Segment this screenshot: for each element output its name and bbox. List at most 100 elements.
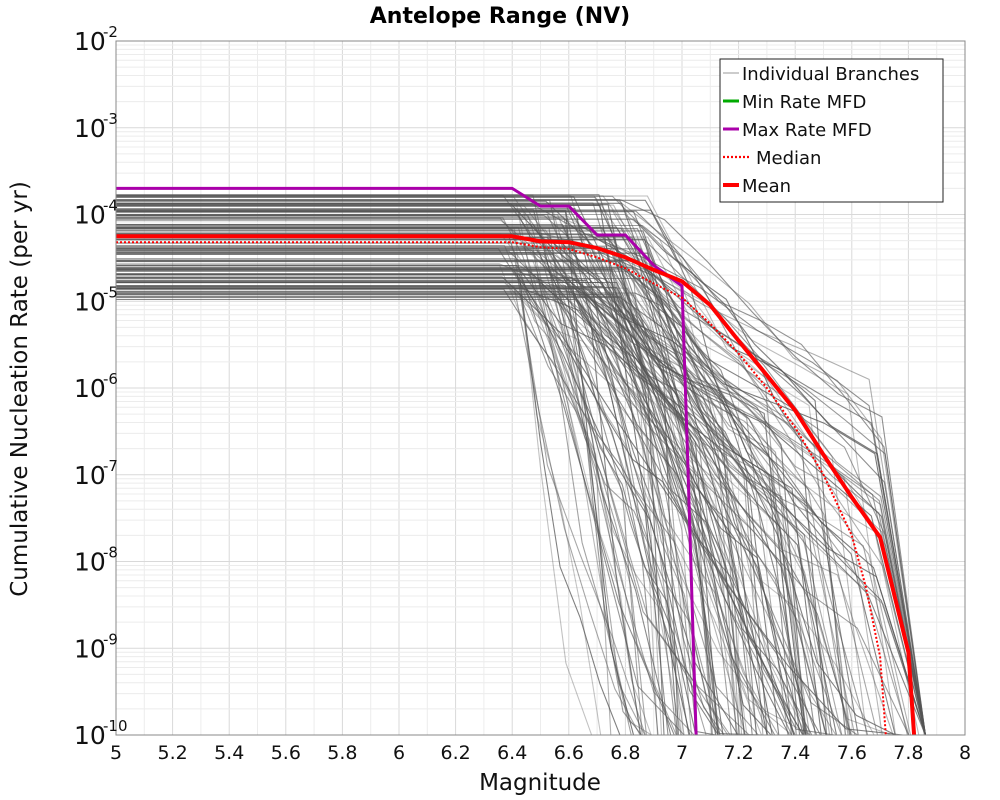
branch-curve bbox=[116, 209, 828, 736]
y-tick-exponent: -8 bbox=[103, 544, 118, 562]
y-tick-base: 10 bbox=[74, 374, 106, 403]
branch-curve bbox=[116, 288, 669, 736]
y-tick-label: 10-6 bbox=[74, 370, 118, 403]
branch-curve bbox=[116, 288, 809, 736]
y-tick-exponent: -7 bbox=[103, 457, 118, 475]
branch-curve bbox=[116, 215, 851, 736]
y-tick-exponent: -3 bbox=[103, 110, 118, 128]
y-tick-exponent: -2 bbox=[103, 23, 118, 41]
x-tick-labels: 5 5.2 5.4 5.6 5.8 6 6.2 6.4 6.6 6.8 7 7.2 7.4 7.6 7.8 8 bbox=[110, 742, 971, 764]
y-tick-base: 10 bbox=[74, 27, 106, 56]
x-tick-label: 7.8 bbox=[893, 742, 923, 764]
branch-curve bbox=[116, 249, 858, 736]
summary-curves bbox=[116, 186, 917, 736]
branch-curve bbox=[116, 269, 926, 736]
legend-label-branches: Individual Branches bbox=[742, 64, 919, 85]
x-axis-label: Magnitude bbox=[479, 770, 601, 796]
x-tick-label: 5.8 bbox=[327, 742, 357, 764]
branch-curve bbox=[116, 285, 910, 736]
branch-curve bbox=[116, 265, 827, 736]
branch-curve bbox=[116, 234, 713, 736]
x-tick-label: 5 bbox=[110, 742, 122, 764]
legend-label-min-rate: Min Rate MFD bbox=[742, 92, 866, 113]
branch-curve bbox=[116, 264, 641, 736]
y-tick-label: 10-10 bbox=[74, 717, 128, 750]
x-tick-label: 5.4 bbox=[214, 742, 244, 764]
y-tick-label: 10-2 bbox=[74, 23, 118, 56]
y-tick-base: 10 bbox=[74, 721, 106, 750]
branch-curve bbox=[116, 203, 773, 736]
y-tick-exponent: -6 bbox=[103, 370, 118, 388]
branch-curve bbox=[116, 292, 678, 736]
max-rate-mfd-line bbox=[116, 186, 698, 736]
branch-curve bbox=[116, 285, 738, 736]
branch-curve bbox=[116, 282, 647, 736]
branch-curve bbox=[116, 224, 926, 736]
branch-curve bbox=[116, 226, 926, 736]
y-tick-exponent: -9 bbox=[103, 630, 118, 648]
x-tick-label: 7.4 bbox=[780, 742, 810, 764]
y-tick-base: 10 bbox=[74, 461, 106, 490]
median-line bbox=[116, 241, 887, 736]
branch-curve bbox=[116, 228, 843, 736]
branch-curve bbox=[116, 267, 912, 736]
branch-curve bbox=[116, 199, 807, 736]
x-tick-label: 8 bbox=[959, 742, 971, 764]
branch-curve bbox=[116, 203, 926, 736]
legend-label-max-rate: Max Rate MFD bbox=[742, 120, 872, 141]
y-tick-base: 10 bbox=[74, 287, 106, 316]
branch-curve bbox=[116, 272, 875, 736]
y-tick-exponent: -10 bbox=[103, 717, 128, 735]
branch-curve bbox=[116, 244, 612, 736]
x-tick-label: 6.4 bbox=[497, 742, 527, 764]
branch-curve bbox=[116, 232, 925, 736]
legend-label-median: Median bbox=[756, 148, 821, 169]
y-tick-label: 10-5 bbox=[74, 283, 118, 316]
mean-line bbox=[116, 234, 917, 736]
branch-curve bbox=[116, 225, 797, 736]
chart-title: Antelope Range (NV) bbox=[370, 4, 630, 29]
branch-curve bbox=[116, 204, 831, 736]
branch-curve bbox=[116, 202, 674, 736]
y-tick-label: 10-9 bbox=[74, 630, 118, 663]
x-tick-label: 6.2 bbox=[440, 742, 470, 764]
branch-curve bbox=[116, 281, 847, 736]
x-tick-label: 6 bbox=[393, 742, 405, 764]
y-tick-label: 10-4 bbox=[74, 197, 118, 230]
branch-curve bbox=[116, 227, 859, 736]
y-tick-base: 10 bbox=[74, 548, 106, 577]
x-tick-label: 7 bbox=[676, 742, 688, 764]
branch-curve bbox=[116, 211, 793, 736]
branch-curve bbox=[116, 281, 804, 736]
y-tick-labels: 10-210-310-410-510-610-710-810-910-10 bbox=[74, 23, 128, 750]
branch-curve bbox=[116, 298, 780, 736]
legend: Individual Branches Min Rate MFD Max Rat… bbox=[719, 58, 944, 203]
branch-curve bbox=[116, 195, 741, 736]
branch-curve bbox=[116, 210, 926, 736]
branch-curve bbox=[116, 261, 926, 736]
y-tick-exponent: -4 bbox=[103, 197, 118, 215]
x-tick-label: 6.6 bbox=[554, 742, 584, 764]
x-tick-label: 7.6 bbox=[837, 742, 867, 764]
branch-curve bbox=[116, 196, 693, 736]
branch-curve bbox=[116, 199, 926, 736]
branch-curve bbox=[116, 237, 810, 736]
branch-curve bbox=[116, 200, 926, 736]
branch-curve bbox=[116, 276, 904, 736]
legend-box bbox=[719, 58, 944, 203]
branch-curve bbox=[116, 269, 852, 736]
branch-curve bbox=[116, 209, 737, 736]
branch-curve bbox=[116, 233, 827, 736]
legend-label-mean: Mean bbox=[742, 176, 791, 197]
y-tick-exponent: -5 bbox=[103, 283, 118, 301]
branch-curve bbox=[116, 276, 926, 736]
x-tick-label: 5.2 bbox=[157, 742, 187, 764]
branch-curve bbox=[116, 230, 805, 736]
x-tick-label: 6.8 bbox=[610, 742, 640, 764]
plot-frame bbox=[115, 40, 966, 736]
x-tick-label: 7.2 bbox=[723, 742, 753, 764]
y-axis-label: Cumulative Nucleation Rate (per yr) bbox=[7, 181, 33, 597]
branch-curve bbox=[116, 253, 665, 736]
branch-curve bbox=[116, 292, 748, 736]
branch-curve bbox=[116, 238, 753, 736]
